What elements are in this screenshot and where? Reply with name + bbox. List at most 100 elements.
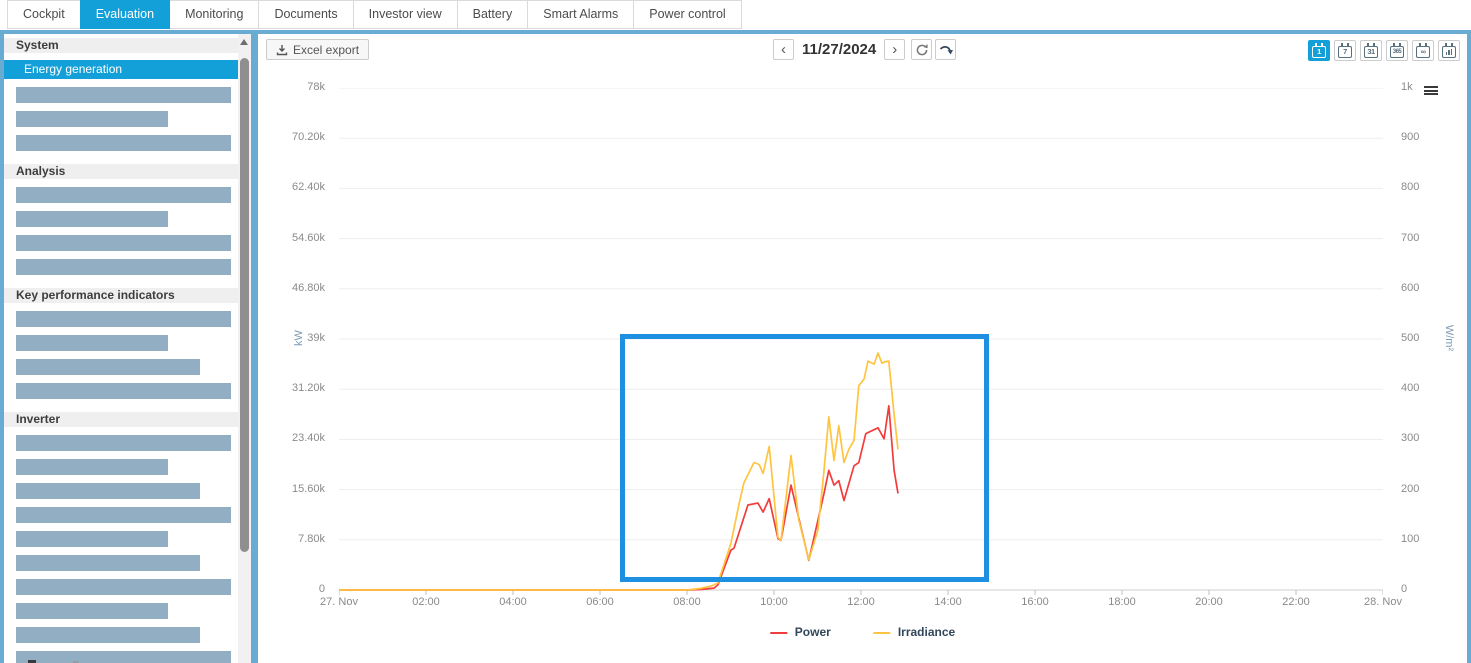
x-tick-label: 16:00 (1021, 596, 1049, 608)
refresh-button[interactable] (911, 39, 933, 60)
download-icon (276, 44, 288, 55)
y-tick-label-right: 800 (1401, 181, 1420, 194)
tab-evaluation[interactable]: Evaluation (79, 0, 171, 29)
calendar-year-button[interactable]: 365 (1386, 40, 1408, 61)
sidebar-item-redacted[interactable] (16, 603, 168, 619)
tab-investor-view[interactable]: Investor view (352, 0, 458, 29)
y-tick-label-left: 46.80k (291, 281, 325, 294)
calendar-number: ∞ (1420, 46, 1426, 56)
sidebar-item-redacted[interactable] (16, 135, 231, 151)
calendar-month-button[interactable]: 31 (1360, 40, 1382, 61)
tab-smart-alarms[interactable]: Smart Alarms (527, 0, 635, 29)
legend-item-irradiance[interactable]: Irradiance (872, 625, 956, 639)
sidebar-item-redacted[interactable] (16, 259, 231, 275)
sidebar-item-redacted[interactable] (16, 211, 168, 227)
clipped-text-fragment (73, 661, 78, 663)
x-tick-label: 02:00 (412, 596, 440, 608)
curved-arrow-icon (940, 45, 954, 54)
sidebar-item-redacted[interactable] (16, 579, 231, 595)
chart-legend: Power Irradiance (769, 625, 956, 639)
sidebar-item-redacted[interactable] (16, 435, 231, 451)
chart-panel: Excel export ‹ 11/27/2024 › (258, 34, 1467, 663)
calendar-lifetime-button[interactable]: ∞ (1412, 40, 1434, 61)
sidebar-item-redacted[interactable] (16, 187, 231, 203)
calendar-day-button[interactable]: 1 (1308, 40, 1330, 61)
sidebar-item-redacted[interactable] (16, 235, 231, 251)
calendar-number: 7 (1343, 46, 1347, 56)
sidebar-section-header: System (4, 38, 238, 53)
sidebar-clipped-content (4, 655, 237, 663)
sidebar-item-redacted[interactable] (16, 651, 231, 663)
x-tick-label: 06:00 (586, 596, 614, 608)
legend-swatch (769, 631, 787, 634)
calendar-year-icon: 365 (1390, 42, 1404, 58)
calendar-chart-icon (1442, 42, 1456, 58)
y-tick-label-left: 23.40k (291, 432, 325, 445)
y-tick-label-right: 1k (1401, 81, 1413, 93)
y-tick-label-right: 300 (1401, 432, 1420, 445)
sidebar-item-redacted[interactable] (16, 459, 168, 475)
sidebar-scrollbar[interactable] (238, 34, 251, 663)
tab-monitoring[interactable]: Monitoring (169, 0, 260, 29)
sidebar-item-redacted[interactable] (16, 311, 231, 327)
sidebar-item-redacted[interactable] (16, 627, 200, 643)
calendar-ring (1341, 42, 1343, 46)
calendar-chart-button[interactable] (1438, 40, 1460, 61)
y-tick-label-right: 0 (1401, 583, 1408, 595)
calendar-ring (1419, 42, 1421, 46)
y-tick-label-left: 54.60k (291, 231, 325, 244)
legend-label: Irradiance (897, 625, 956, 639)
chevron-left-icon: ‹ (781, 41, 786, 58)
series-line-irradiance (339, 352, 899, 591)
excel-export-button[interactable]: Excel export (266, 39, 370, 60)
calendar-ring (1315, 42, 1317, 46)
x-tick-label: 28. Nov (1364, 596, 1402, 608)
tab-power-control[interactable]: Power control (633, 0, 742, 29)
sidebar-item-redacted[interactable] (16, 507, 231, 523)
y-tick-label-left: 78k (307, 81, 325, 93)
sidebar-item-redacted[interactable] (16, 531, 168, 547)
sidebar-item-redacted[interactable] (16, 383, 231, 399)
sidebar-menu: System Energy generation Analysis Key perfo… (4, 34, 238, 663)
sidebar-item-redacted[interactable] (16, 87, 231, 103)
x-tick-label: 04:00 (499, 596, 527, 608)
next-day-button[interactable]: › (884, 39, 906, 60)
sidebar-item-redacted[interactable] (16, 335, 168, 351)
date-display[interactable]: 11/27/2024 (802, 41, 877, 58)
series-line-power (339, 405, 899, 591)
scrollbar-thumb[interactable] (240, 58, 249, 552)
calendar-month-icon: 31 (1364, 42, 1378, 58)
y-tick-label-left: 15.60k (291, 482, 325, 495)
x-tick-label: 18:00 (1108, 596, 1136, 608)
calendar-ring (1399, 42, 1401, 46)
sidebar-item-redacted[interactable] (16, 483, 200, 499)
tab-cockpit[interactable]: Cockpit (7, 0, 81, 29)
previous-day-button[interactable]: ‹ (773, 39, 794, 60)
calendar-ring (1367, 42, 1369, 46)
scroll-up-arrow-icon[interactable] (240, 39, 248, 45)
y-tick-label-right: 900 (1401, 131, 1420, 144)
x-tick-label: 08:00 (673, 596, 701, 608)
y-tick-label-right: 200 (1401, 482, 1420, 495)
chart-menu-icon[interactable] (1424, 86, 1438, 97)
y-tick-label-left: 7.80k (298, 532, 325, 545)
view-range-buttons: 1 7 31 365 ∞ (1308, 40, 1460, 61)
legend-item-power[interactable]: Power (769, 625, 831, 639)
legend-label: Power (794, 625, 831, 639)
tab-battery[interactable]: Battery (456, 0, 529, 29)
mini-bars-icon (1445, 48, 1453, 55)
y-tick-label-right: 600 (1401, 281, 1420, 294)
calendar-ring (1393, 42, 1395, 46)
date-navigation: ‹ 11/27/2024 › (773, 39, 957, 60)
calendar-week-button[interactable]: 7 (1334, 40, 1356, 61)
jump-to-current-button[interactable] (935, 39, 957, 60)
chart-plot-area[interactable] (339, 88, 1383, 596)
sidebar-item-redacted[interactable] (16, 555, 200, 571)
legend-swatch (872, 631, 890, 634)
y-axis-left-unit: kW (293, 330, 305, 346)
sidebar-item-energy-generation[interactable]: Energy generation (4, 60, 238, 79)
tab-documents[interactable]: Documents (258, 0, 354, 29)
sidebar-item-redacted[interactable] (16, 359, 200, 375)
y-tick-label-left: 70.20k (291, 131, 325, 144)
sidebar-item-redacted[interactable] (16, 111, 168, 127)
